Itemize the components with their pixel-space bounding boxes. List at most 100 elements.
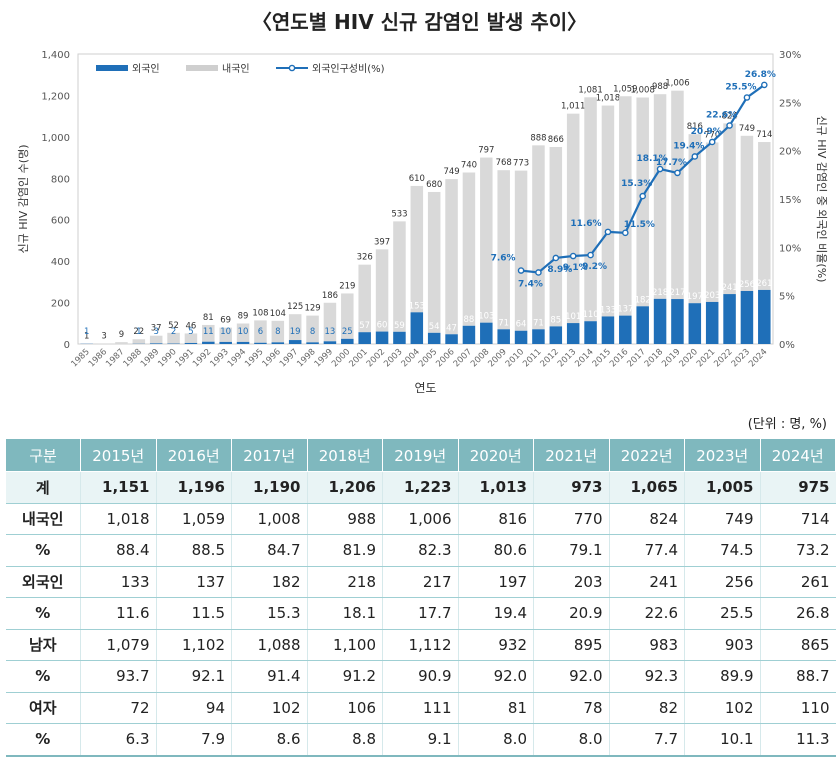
x-tick-label: 2006 (434, 347, 456, 369)
x-tick-label: 1994 (226, 347, 248, 369)
table-header-year: 2015년 (81, 439, 157, 472)
table-cell: 7.7 (609, 724, 685, 756)
table-cell: 20.9 (534, 598, 610, 630)
percent-point (744, 95, 749, 100)
y-tick-label: 1,000 (41, 133, 70, 144)
x-tick-label: 2012 (539, 347, 561, 369)
table-cell: 110 (760, 692, 836, 724)
bar-domestic (376, 249, 389, 331)
label-domestic: 768 (496, 158, 512, 168)
bar-foreign (341, 339, 354, 344)
table-header-year: 2016년 (156, 439, 232, 472)
table-cell: 1,059 (156, 503, 232, 535)
x-tick-label: 2008 (469, 347, 491, 369)
x-tick-label: 2004 (400, 347, 422, 369)
table-cell: 9.1 (383, 724, 459, 756)
table-cell: 1,088 (232, 629, 308, 661)
percent-point (675, 170, 680, 175)
label-domestic: 749 (739, 124, 755, 134)
x-tick-label: 1998 (295, 347, 317, 369)
label-foreign: 71 (498, 318, 509, 328)
bar-domestic (497, 170, 510, 329)
table-cell: 973 (534, 472, 610, 504)
bar-domestic (411, 186, 424, 312)
bar-domestic (636, 98, 649, 307)
y2-tick-label: 30% (779, 50, 801, 61)
table-cell: 77.4 (609, 535, 685, 567)
table-cell: 22.6 (609, 598, 685, 630)
bar-domestic (532, 145, 545, 329)
label-foreign: 203 (704, 291, 720, 301)
table-cell: 81.9 (307, 535, 383, 567)
table-cell: 11.6 (81, 598, 157, 630)
table-cell: 18.1 (307, 598, 383, 630)
bar-foreign (515, 331, 528, 344)
y-tick-label: 800 (51, 174, 70, 185)
bar-domestic (706, 142, 719, 302)
table-cell: 1,206 (307, 472, 383, 504)
x-tick-label: 2001 (347, 347, 369, 369)
x-tick-label: 2017 (625, 347, 647, 369)
x-tick-label: 2007 (452, 347, 474, 369)
table-cell: 824 (609, 503, 685, 535)
x-tick-label: 2019 (660, 347, 682, 369)
x-tick-label: 1993 (208, 347, 230, 369)
y-tick-label: 1,200 (41, 91, 70, 102)
percent-label: 19.4% (673, 141, 704, 151)
table-header-year: 2018년 (307, 439, 383, 472)
x-tick-label: 2003 (382, 347, 404, 369)
x-tick-label: 2020 (678, 347, 700, 369)
y2-tick-label: 25% (779, 98, 801, 109)
label-foreign: 88 (464, 315, 475, 325)
table-cell: 1,102 (156, 629, 232, 661)
bar-foreign (723, 294, 736, 344)
chart-frame (78, 54, 773, 344)
table-cell: 1,005 (685, 472, 761, 504)
percent-point (692, 154, 697, 159)
table-cell: 1,008 (232, 503, 308, 535)
label-domestic: 186 (322, 291, 338, 301)
percent-label: 11.5% (624, 220, 655, 230)
table-header-year: 2020년 (458, 439, 534, 472)
bar-foreign (411, 312, 424, 344)
percent-point (727, 123, 732, 128)
x-tick-label: 1999 (313, 347, 335, 369)
label-foreign: 197 (687, 292, 703, 302)
label-domestic: 219 (339, 281, 355, 291)
table-cell: 203 (534, 566, 610, 598)
label-domestic: 69 (220, 316, 231, 326)
x-tick-label: 1995 (243, 347, 265, 369)
table-cell: 8.0 (458, 724, 534, 756)
label-foreign: 47 (446, 323, 457, 333)
percent-point (571, 253, 576, 258)
x-tick-label: 2011 (521, 347, 543, 369)
label-foreign: 110 (582, 310, 598, 320)
bar-foreign (254, 343, 267, 344)
label-foreign: 182 (635, 295, 651, 305)
label-domestic: 1,006 (665, 79, 689, 89)
label-foreign: 5 (188, 327, 193, 337)
table-cell: 8.0 (534, 724, 610, 756)
table-cell: 88.4 (81, 535, 157, 567)
percent-point (588, 252, 593, 257)
x-tick-label: 1997 (278, 347, 300, 369)
label-foreign: 1 (84, 327, 89, 337)
percent-point (553, 255, 558, 260)
label-domestic: 740 (461, 160, 477, 170)
bar-foreign (219, 342, 232, 344)
legend-swatch-point (289, 65, 294, 70)
x-tick-label: 2015 (591, 347, 613, 369)
x-tick-label: 1985 (69, 347, 91, 369)
bar-foreign (706, 302, 719, 344)
table-cell: 1,151 (81, 472, 157, 504)
table-cell: 92.3 (609, 661, 685, 693)
label-foreign: 137 (617, 305, 633, 315)
table-cell: 1,190 (232, 472, 308, 504)
table-cell: 11.3 (760, 724, 836, 756)
